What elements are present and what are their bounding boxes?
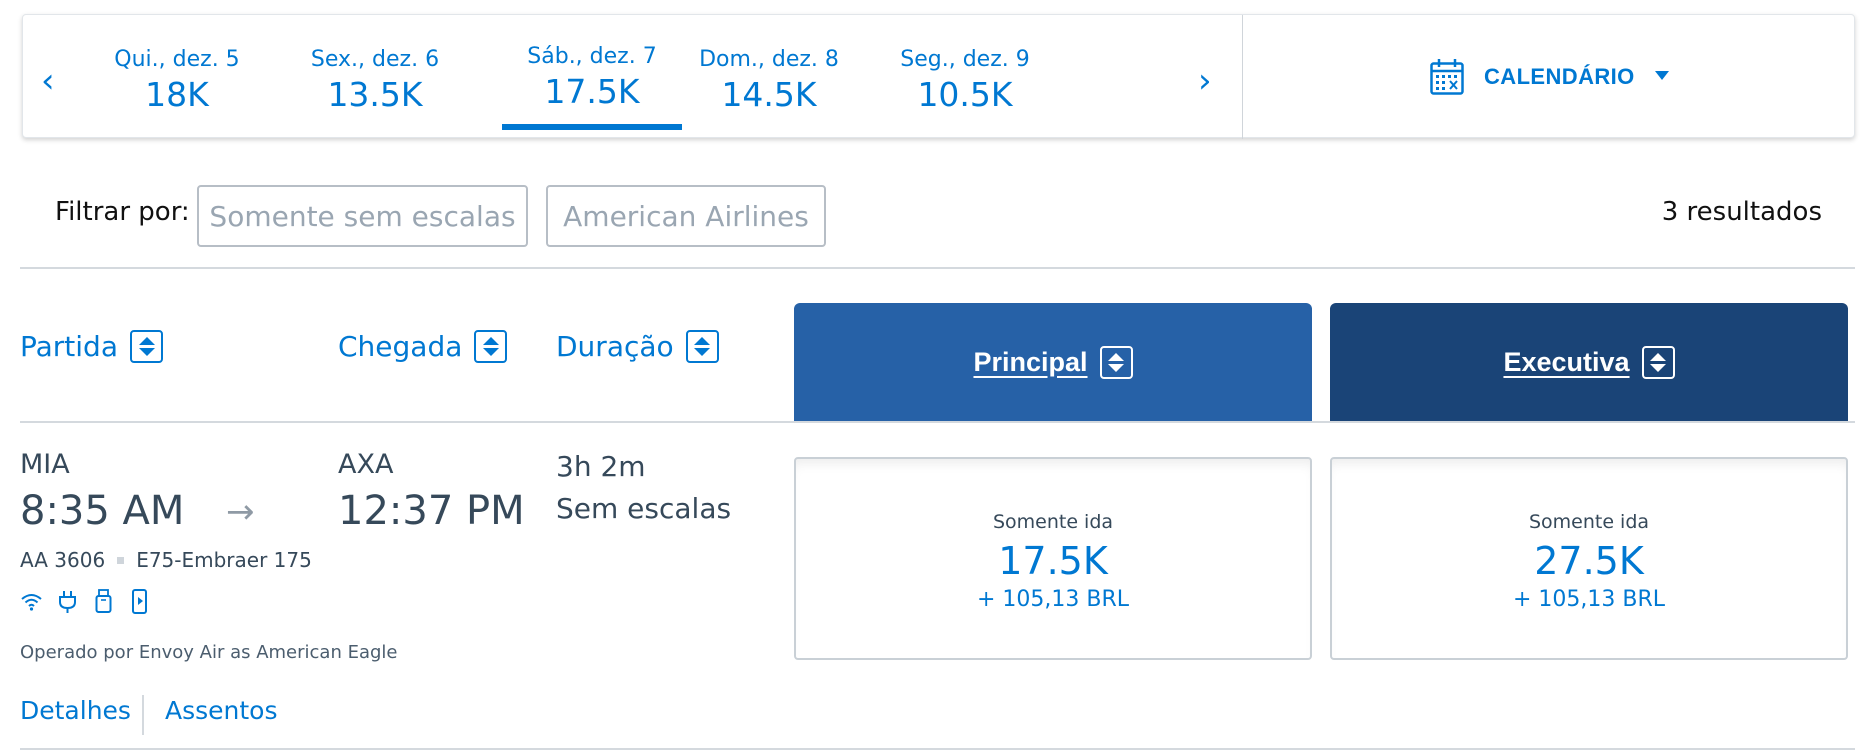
business-cabin-fare-button[interactable]: Somente ida 27.5K + 105,13 BRL <box>1330 457 1848 660</box>
fare-type: Somente ida <box>1528 511 1650 533</box>
date-tab-dec-7-selected[interactable]: Sáb., dez. 7 17.5K <box>502 42 682 112</box>
usb-icon <box>95 589 112 613</box>
destination-airport: AXA <box>338 449 394 480</box>
date-tab-price: 17.5K <box>544 72 640 111</box>
date-tab-label: Sex., dez. 6 <box>310 47 440 72</box>
calendar-button[interactable]: CALENDÁRIO <box>1430 57 1669 97</box>
departure-time: 8:35 AM <box>20 488 185 534</box>
sort-main-cabin-header[interactable]: Principal <box>794 303 1312 421</box>
wifi-icon <box>21 594 42 611</box>
details-link[interactable]: Detalhes <box>20 696 131 725</box>
fare-taxes: + 105,13 BRL <box>1512 587 1666 612</box>
airline-filter-button[interactable]: American Airlines <box>546 185 826 247</box>
origin-airport: MIA <box>20 449 70 480</box>
main-cabin-fare-button[interactable]: Somente ida 17.5K + 105,13 BRL <box>794 457 1312 660</box>
mobile-entertainment-icon <box>132 589 147 614</box>
business-cabin-label: Executiva <box>1503 346 1630 377</box>
flight-info: AA 3606 E75-Embraer 175 <box>20 548 312 572</box>
power-outlet-icon <box>59 591 76 613</box>
sort-icon <box>130 330 163 363</box>
fare-type: Somente ida <box>992 511 1114 533</box>
nonstop-filter-button[interactable]: Somente sem escalas <box>197 185 528 247</box>
date-tab-dec-6[interactable]: Sex., dez. 6 13.5K <box>285 45 465 115</box>
divider <box>1242 15 1243 139</box>
aircraft-type: E75-Embraer 175 <box>136 548 312 572</box>
calendar-icon <box>1430 59 1464 95</box>
chevron-down-icon <box>1654 71 1669 80</box>
divider <box>20 421 1855 423</box>
date-tab-price: 10.5K <box>917 75 1013 114</box>
date-tab-dec-8[interactable]: Dom., dez. 8 14.5K <box>679 45 859 115</box>
flight-number: AA 3606 <box>20 548 106 572</box>
stops-info: Sem escalas <box>556 492 732 525</box>
amenities <box>20 588 151 615</box>
operated-by: Operado por Envoy Air as American Eagle <box>20 642 398 663</box>
sort-duration-header[interactable]: Duração <box>556 330 719 363</box>
date-tab-dec-5[interactable]: Qui., dez. 5 18K <box>87 45 267 115</box>
sort-business-cabin-header[interactable]: Executiva <box>1330 303 1848 421</box>
flight-duration: 3h 2m <box>556 450 646 483</box>
filter-label: Filtrar por: <box>55 197 190 227</box>
departure-header-label: Partida <box>20 330 118 363</box>
main-cabin-label: Principal <box>973 346 1088 377</box>
date-tab-dec-9[interactable]: Seg., dez. 9 10.5K <box>875 45 1055 115</box>
divider <box>20 267 1855 269</box>
separator <box>117 556 125 564</box>
results-count: 3 resultados <box>1661 197 1822 227</box>
sort-icon <box>685 330 719 363</box>
sort-departure-header[interactable]: Partida <box>20 330 163 363</box>
date-tab-price: 13.5K <box>327 75 423 114</box>
date-tab-label: Qui., dez. 5 <box>114 47 240 72</box>
arrival-header-label: Chegada <box>338 330 463 363</box>
sort-icon <box>474 330 508 363</box>
calendar-label: CALENDÁRIO <box>1484 64 1635 89</box>
date-tab-price: 18K <box>145 75 209 114</box>
fare-taxes: + 105,13 BRL <box>976 587 1130 612</box>
divider <box>20 748 1855 750</box>
date-tab-label: Dom., dez. 8 <box>699 47 839 72</box>
date-selector-bar: ‹ Qui., dez. 5 18K Sex., dez. 6 13.5K Sá… <box>22 14 1855 139</box>
next-dates-button[interactable]: › <box>1198 61 1212 101</box>
arrival-time: 12:37 PM <box>338 488 525 534</box>
arrow-right-icon: → <box>226 492 255 532</box>
date-tab-price: 14.5K <box>721 75 817 114</box>
divider <box>142 695 144 735</box>
duration-header-label: Duração <box>556 330 674 363</box>
seats-link[interactable]: Assentos <box>165 696 278 725</box>
sort-arrival-header[interactable]: Chegada <box>338 330 508 363</box>
previous-dates-button[interactable]: ‹ <box>41 61 55 101</box>
sort-icon <box>1641 345 1675 379</box>
date-tab-label: Seg., dez. 9 <box>900 47 1030 72</box>
fare-miles: 17.5K <box>998 539 1108 583</box>
sort-icon <box>1099 345 1133 379</box>
fare-miles: 27.5K <box>1534 539 1644 583</box>
selected-tab-underline <box>502 124 682 130</box>
date-tab-label: Sáb., dez. 7 <box>527 44 657 69</box>
